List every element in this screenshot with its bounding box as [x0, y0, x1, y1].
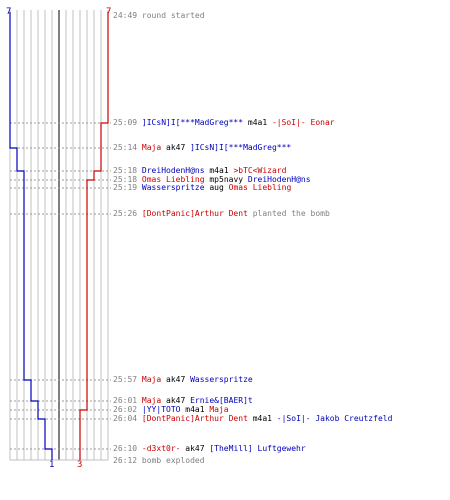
event-time: 25:18 [113, 166, 138, 175]
event-time: 24:49 [113, 11, 138, 20]
event-time: 25:19 [113, 183, 138, 192]
event-text: Omas Liebling [141, 175, 205, 184]
event-text: m4a1 [180, 405, 210, 414]
event-row: 25:18 Omas Liebling mp5navy DreiHodenH@n… [113, 175, 311, 185]
event-row: 24:49 round started [113, 11, 205, 21]
event-text: [DontPanic]Arthur Dent [141, 209, 248, 218]
event-text: planted the bomb [247, 209, 330, 218]
blue-team-start-count: 7 [6, 7, 12, 17]
event-text: [TheMill] Luftgewehr [209, 444, 306, 453]
event-text: m4a1 [204, 166, 234, 175]
event-text: Maja [209, 405, 229, 414]
event-text: -d3xt0r- [141, 444, 181, 453]
event-row: 26:10 -d3xt0r- ak47 [TheMill] Luftgewehr [113, 444, 306, 454]
event-row: 25:19 Wasserspritze aug Omas Liebling [113, 183, 291, 193]
event-text: |YY|TOTO [141, 405, 181, 414]
event-text: DreiHodenH@ns [247, 175, 311, 184]
event-text: ak47 [161, 396, 191, 405]
red-team-end-count: 3 [77, 460, 83, 470]
event-text: ]ICsN]I[***MadGreg*** [190, 143, 292, 152]
event-text: -|SoI|- Eonar [271, 118, 335, 127]
event-time: 25:14 [113, 143, 138, 152]
red-team-start-count: 7 [106, 7, 112, 17]
event-text: bomb exploded [141, 456, 205, 465]
event-row: 25:14 Maja ak47 ]ICsN]I[***MadGreg*** [113, 143, 291, 153]
event-text: ak47 [161, 375, 191, 384]
event-time: 25:18 [113, 175, 138, 184]
event-row: 25:57 Maja ak47 Wasserspritze [113, 375, 253, 385]
event-time: 26:12 [113, 456, 138, 465]
event-time: 26:04 [113, 414, 138, 423]
event-row: 25:18 DreiHodenH@ns m4a1 >bTC<Wizard [113, 166, 286, 176]
event-text: -|SoI|- Jakob Creutzfeld [276, 414, 393, 423]
event-row: 26:04 [DontPanic]Arthur Dent m4a1 -|SoI|… [113, 414, 392, 424]
event-text: ]ICsN]I[***MadGreg*** [141, 118, 244, 127]
event-text: [DontPanic]Arthur Dent [141, 414, 248, 423]
event-text: mp5navy [204, 175, 248, 184]
event-text: >bTC<Wizard [233, 166, 287, 175]
event-row: 25:09 ]ICsN]I[***MadGreg*** m4a1 -|SoI|-… [113, 118, 335, 128]
event-text: Maja [141, 143, 162, 152]
event-text: Ernie&[BAER]t [190, 396, 253, 405]
event-time: 26:02 [113, 405, 138, 414]
event-text: ak47 [180, 444, 210, 453]
event-text: aug [204, 183, 229, 192]
event-text: Maja [141, 396, 162, 405]
red-team-line [79, 12, 109, 460]
event-time: 25:09 [113, 118, 138, 127]
event-row: 25:26 [DontPanic]Arthur Dent planted the… [113, 209, 330, 219]
event-row: 26:12 bomb exploded [113, 456, 205, 466]
event-text: Omas Liebling [228, 183, 292, 192]
event-text: m4a1 [243, 118, 272, 127]
event-text: Maja [141, 375, 162, 384]
event-time: 26:01 [113, 396, 138, 405]
event-text: Wasserspritze [190, 375, 253, 384]
blue-team-line [9, 12, 53, 460]
event-time: 25:57 [113, 375, 138, 384]
event-log: 24:49 round started 25:09 ]ICsN]I[***MadG… [113, 0, 450, 480]
event-text: Wasserspritze [141, 183, 205, 192]
event-text: DreiHodenH@ns [141, 166, 205, 175]
event-time: 25:26 [113, 209, 138, 218]
event-text: round started [141, 11, 205, 20]
event-text: m4a1 [247, 414, 277, 423]
event-row: 26:02 |YY|TOTO m4a1 Maja [113, 405, 229, 415]
event-text: ak47 [161, 143, 191, 152]
event-time: 26:10 [113, 444, 138, 453]
event-row: 26:01 Maja ak47 Ernie&[BAER]t [113, 396, 253, 406]
blue-team-end-count: 1 [49, 460, 55, 470]
